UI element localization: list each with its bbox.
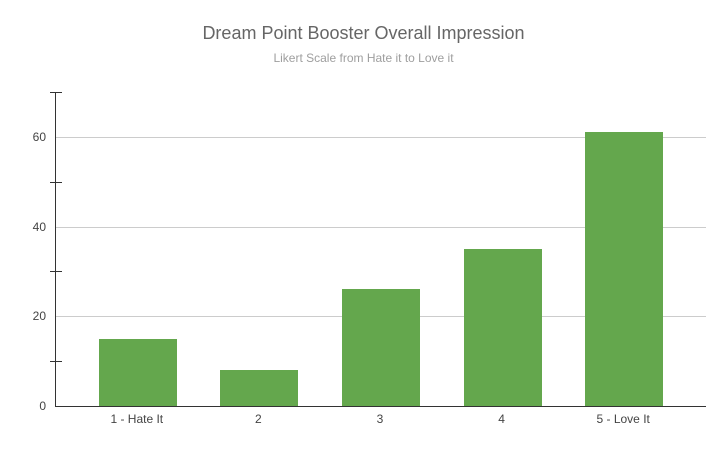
y-tick-label: 60 [32,129,46,144]
y-tick-label: 20 [32,309,46,324]
plot-area [50,92,706,407]
y-minor-tick [50,271,62,273]
y-minor-tick [50,92,62,93]
bar [463,249,542,406]
bar [342,289,420,406]
bar [220,370,299,406]
chart-title: Dream Point Booster Overall Impression [202,23,525,43]
x-tick-label: 1 - Hate It [110,412,164,426]
chart-subtitle: Likert Scale from Hate it to Love it [273,51,454,65]
gridline [56,226,706,228]
bar [585,132,664,406]
gridline [56,136,706,138]
y-minor-tick [50,181,62,183]
y-tick-label: 40 [32,219,46,234]
x-tick-label: 2 [255,412,262,426]
bar [98,338,177,406]
x-tick-label: 5 - Love It [596,412,650,426]
x-tick-label: 3 [376,412,384,426]
y-tick-label: 0 [39,399,46,413]
y-minor-tick [50,361,62,363]
x-tick-label: 4 [498,412,505,426]
